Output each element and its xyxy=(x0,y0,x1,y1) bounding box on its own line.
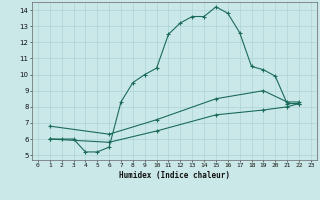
X-axis label: Humidex (Indice chaleur): Humidex (Indice chaleur) xyxy=(119,171,230,180)
